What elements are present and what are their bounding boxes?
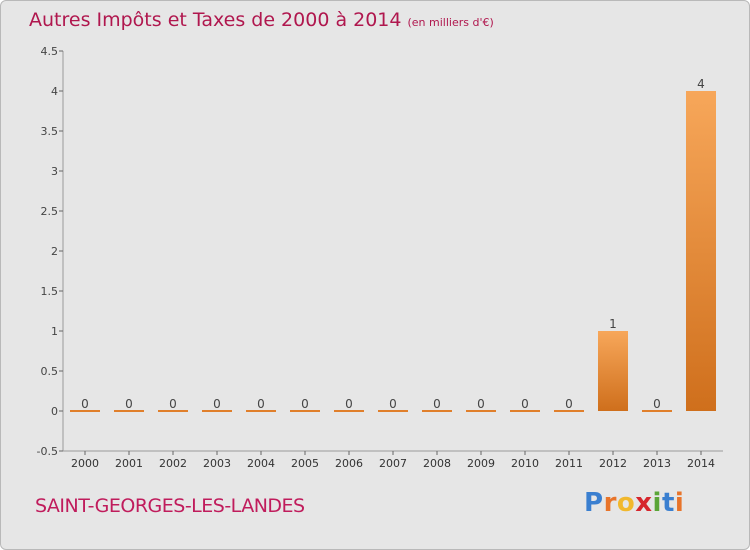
x-tick-label: 2008 [423,457,451,470]
proxiti-logo: Proxiti [584,488,684,518]
x-tick-label: 2012 [599,457,627,470]
x-tick-label: 2011 [555,457,583,470]
data-label: 4 [697,77,705,91]
chart-unit-label: (en milliers d'€) [407,16,494,29]
y-tick-label: 2 [51,245,58,258]
logo-letter: i [652,488,662,518]
chart-title-text: Autres Impôts et Taxes de 2000 à 2014 [29,9,402,31]
x-tick-label: 2006 [335,457,363,470]
x-tick-label: 2003 [203,457,231,470]
x-tick-label: 2014 [687,457,715,470]
y-tick-label: 1.5 [41,285,59,298]
x-tick-label: 2007 [379,457,407,470]
x-tick-label: 2013 [643,457,671,470]
chart-title: Autres Impôts et Taxes de 2000 à 2014 (en… [29,9,494,31]
data-label: 0 [169,397,177,411]
bar [686,91,716,411]
commune-name: SAINT-GEORGES-LES-LANDES [35,495,305,517]
data-label: 0 [345,397,353,411]
y-tick-label: 1 [51,325,58,338]
logo-letter: P [584,488,604,518]
bar [598,331,628,411]
y-tick-label: 4.5 [41,45,59,58]
data-label: 0 [653,397,661,411]
x-tick-label: 2004 [247,457,275,470]
data-label: 0 [81,397,89,411]
data-label: 0 [389,397,397,411]
logo-letter: o [616,488,636,518]
data-label: 0 [433,397,441,411]
logo-letter: x [635,488,653,518]
data-label: 0 [301,397,309,411]
x-tick-label: 2001 [115,457,143,470]
y-tick-label: 2.5 [41,205,59,218]
y-tick-label: 0.5 [41,365,59,378]
y-tick-label: 4 [51,85,58,98]
x-tick-label: 2002 [159,457,187,470]
data-label: 0 [477,397,485,411]
x-tick-label: 2009 [467,457,495,470]
data-label: 0 [565,397,573,411]
x-tick-label: 2000 [71,457,99,470]
data-label: 0 [125,397,133,411]
data-label: 0 [257,397,265,411]
data-label: 1 [609,317,617,331]
y-tick-label: 0 [51,405,58,418]
logo-letter: i [674,488,685,518]
data-label: 0 [521,397,529,411]
y-tick-label: 3.5 [41,125,59,138]
x-tick-label: 2010 [511,457,539,470]
y-tick-label: 3 [51,165,58,178]
data-label: 0 [213,397,221,411]
y-tick-label: -0.5 [37,445,58,458]
logo-letter: r [603,488,617,518]
logo-letter: t [661,488,675,518]
x-tick-label: 2005 [291,457,319,470]
